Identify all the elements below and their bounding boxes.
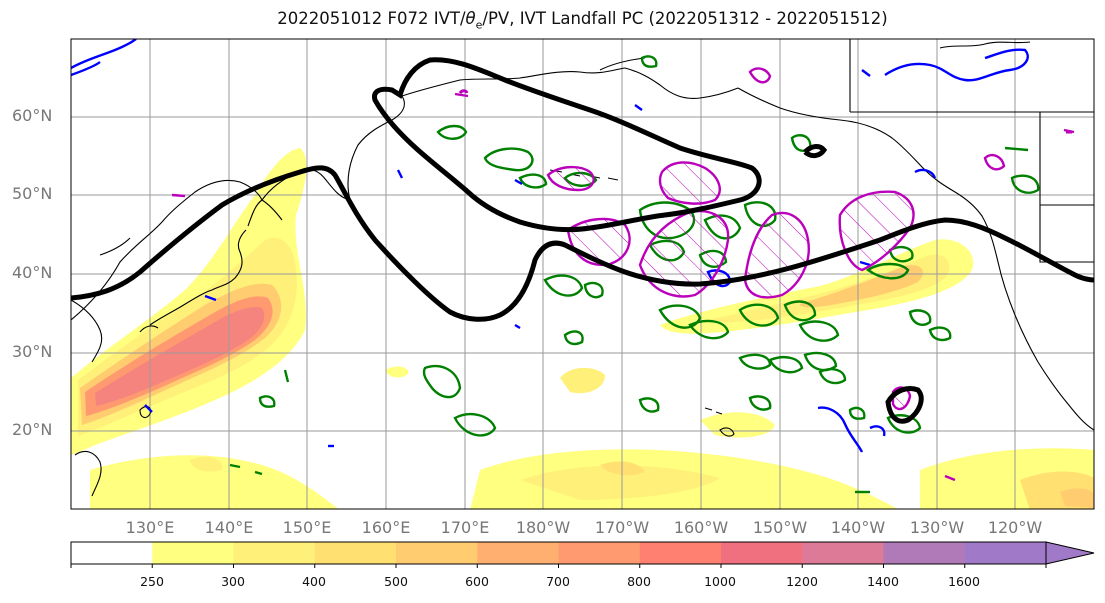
coastlines — [71, 39, 1094, 497]
colorbar-tick-1600: 1600 — [948, 574, 980, 589]
lon-label-130e: 130°E — [125, 518, 175, 537]
lat-label-60n: 60°N — [12, 106, 53, 125]
lon-label-130w: 130°W — [909, 518, 965, 537]
lon-label-160w: 160°W — [673, 518, 729, 537]
colorbar-cell — [558, 542, 641, 564]
colorbar-cell — [71, 542, 153, 564]
lon-label-150e: 150°E — [282, 518, 332, 537]
colorbar-cell — [314, 542, 397, 564]
ivt-shading — [71, 148, 1094, 509]
colorbar-extend-arrow — [1045, 541, 1095, 565]
map-title: 2022051012 F072 IVT/θe/PV, IVT Landfall … — [277, 9, 888, 32]
colorbar-tick-600: 600 — [465, 574, 489, 589]
lon-label-180w: 180°W — [515, 518, 571, 537]
lat-label-40n: 40°N — [12, 263, 53, 282]
landfall-contours — [71, 57, 1094, 424]
lat-label-20n: 20°N — [12, 420, 53, 439]
lon-label-140e: 140°E — [204, 518, 254, 537]
colorbar-cell — [639, 542, 722, 564]
colorbar-tick-1200: 1200 — [786, 574, 818, 589]
lon-label-160e: 160°E — [361, 518, 411, 537]
colorbar-cell — [721, 542, 803, 564]
lon-label-170w: 170°W — [594, 518, 650, 537]
colorbar-tick-700: 700 — [546, 574, 570, 589]
colorbar-cell — [152, 542, 234, 564]
colorbar-cell — [396, 542, 478, 564]
colorbar-tick-300: 300 — [221, 574, 245, 589]
colorbar-cell — [883, 542, 966, 564]
map-border — [70, 38, 1095, 510]
pv-contours — [229, 55, 1040, 494]
colorbar-tick-400: 400 — [302, 574, 326, 589]
colorbar-cell — [802, 542, 884, 564]
colorbar-cell — [477, 542, 559, 564]
lon-label-150w: 150°W — [752, 518, 808, 537]
colorbar-cell — [233, 542, 316, 564]
lat-label-50n: 50°N — [12, 184, 53, 203]
colorbar-tick-800: 800 — [627, 574, 651, 589]
lon-label-120w: 120°W — [987, 518, 1043, 537]
lon-label-170e: 170°E — [440, 518, 490, 537]
lon-label-140w: 140°W — [830, 518, 886, 537]
colorbar-tick-250: 250 — [140, 574, 164, 589]
colorbar-tick-1000: 1000 — [704, 574, 736, 589]
colorbar-tick-1400: 1400 — [867, 574, 899, 589]
colorbar-tick-500: 500 — [384, 574, 408, 589]
lat-label-30n: 30°N — [12, 342, 53, 361]
colorbar-cell — [964, 542, 1047, 564]
